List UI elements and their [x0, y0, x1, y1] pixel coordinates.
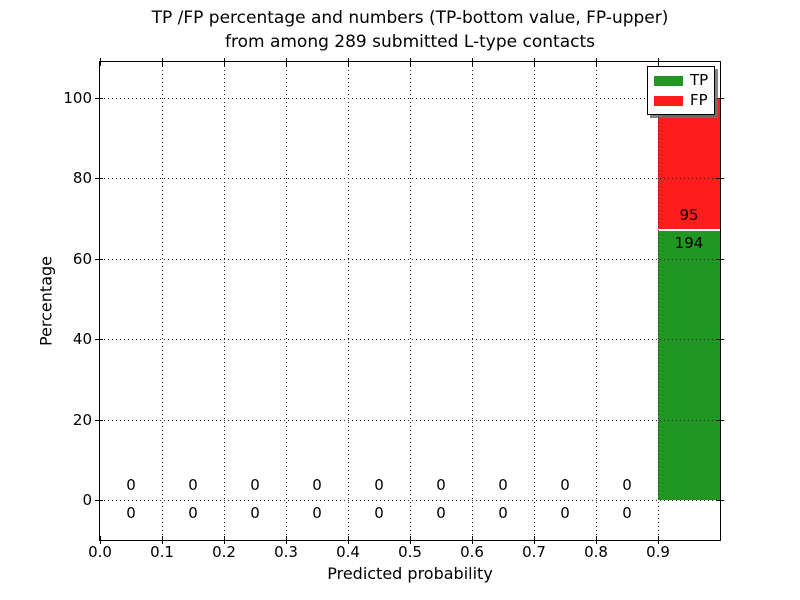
x-tick-label: 0.2	[212, 543, 236, 561]
gridline-vertical	[596, 62, 597, 540]
x-tick	[596, 536, 597, 544]
tp-count-label: 0	[126, 504, 136, 522]
chart-title-line2: from among 289 submitted L-type contacts	[224, 32, 595, 52]
x-tick	[658, 536, 659, 544]
gridline-vertical	[410, 62, 411, 540]
y-tick-right	[716, 500, 724, 501]
gridline-vertical	[658, 62, 659, 540]
plot-area: 0 0 0 0 0 0 0 0 0 0 0 0 0 0 0 0 0 0 95 194 0 20 40 60 80 100 0.0 0.…	[63, 58, 724, 561]
tp-count-label: 0	[560, 504, 570, 522]
x-tick	[348, 536, 349, 544]
gridline-vertical	[224, 62, 225, 540]
legend-item: TP	[654, 72, 708, 89]
legend-item: FP	[654, 92, 708, 109]
gridline-vertical	[348, 62, 349, 540]
tp-count-label: 0	[250, 504, 260, 522]
tp-count-label: 0	[622, 504, 632, 522]
tp-count-label: 194	[674, 234, 704, 253]
gridline-vertical	[472, 62, 473, 540]
y-tick-right	[716, 258, 724, 260]
x-tick-top	[472, 58, 473, 66]
legend-item-label: TP	[690, 71, 709, 89]
tp-legend-swatch	[654, 75, 683, 86]
tp-count-label: 0	[312, 504, 322, 522]
y-tick	[95, 419, 103, 421]
fp-count-label: 0	[374, 476, 384, 494]
y-tick-label: 40	[72, 330, 92, 349]
y-tick-right	[716, 178, 724, 180]
y-tick-right	[716, 98, 724, 99]
y-tick-label: 80	[72, 169, 92, 188]
x-tick-label: 0.7	[522, 543, 546, 561]
x-tick-label: 0.3	[274, 543, 298, 561]
x-tick-top	[348, 58, 349, 66]
fp-legend-swatch	[654, 95, 683, 106]
x-tick	[100, 536, 101, 544]
fp-count-label: 0	[436, 476, 446, 494]
x-tick	[286, 536, 287, 544]
y-tick-label: 20	[72, 410, 92, 429]
x-tick	[534, 536, 535, 544]
y-tick-right	[716, 419, 724, 421]
bar-segment-divider	[658, 229, 720, 232]
x-tick-label: 0.8	[584, 543, 608, 561]
y-tick-right	[716, 339, 724, 341]
y-tick-label: 0	[82, 491, 92, 509]
gridline-vertical	[534, 62, 535, 540]
fp-count-label: 0	[188, 476, 198, 494]
x-tick-label: 0.4	[336, 543, 360, 561]
x-tick	[162, 536, 163, 544]
tp-count-label: 0	[374, 504, 384, 522]
x-tick	[472, 536, 473, 544]
tp-count-label: 0	[188, 504, 198, 522]
legend-item-label: FP	[690, 91, 708, 109]
fp-count-label: 0	[250, 476, 260, 494]
y-tick-label: 60	[72, 249, 92, 268]
gridline-vertical	[286, 62, 287, 540]
x-tick-label: 0.6	[460, 543, 484, 561]
fp-count-label: 0	[312, 476, 322, 494]
x-tick	[410, 536, 411, 544]
chart-title-line1: TP /FP percentage and numbers (TP-bottom…	[151, 8, 669, 28]
x-tick-top	[100, 58, 101, 66]
x-tick-label: 0.9	[646, 543, 670, 561]
tp-count-label: 0	[498, 504, 508, 522]
y-tick	[95, 98, 103, 99]
x-tick-top	[224, 58, 225, 66]
x-tick-label: 0.1	[150, 543, 174, 561]
x-axis-label: Predicted probability	[327, 564, 493, 583]
tp-count-label: 0	[436, 504, 446, 522]
y-tick	[95, 339, 103, 341]
bar-segment-tp	[658, 230, 720, 500]
y-tick	[95, 178, 103, 180]
x-tick-top	[658, 58, 659, 66]
gridline-vertical	[162, 62, 163, 540]
fp-count-label: 0	[622, 476, 632, 494]
y-tick-label: 100	[63, 89, 92, 107]
y-tick	[95, 258, 103, 260]
legend: TP FP	[647, 66, 716, 115]
fp-count-label: 0	[126, 476, 136, 494]
x-tick-top	[410, 58, 411, 66]
x-tick-label: 0.0	[88, 543, 112, 561]
y-tick	[95, 500, 103, 501]
fp-count-label: 0	[498, 476, 508, 494]
x-tick-top	[286, 58, 287, 66]
x-tick-top	[162, 58, 163, 66]
x-tick-top	[534, 58, 535, 66]
x-tick-label: 0.5	[398, 543, 422, 561]
x-tick	[224, 536, 225, 544]
fp-count-label: 0	[560, 476, 570, 494]
fp-count-label: 95	[679, 206, 699, 225]
bar-segment-fp	[658, 98, 720, 231]
x-tick-top	[596, 58, 597, 66]
